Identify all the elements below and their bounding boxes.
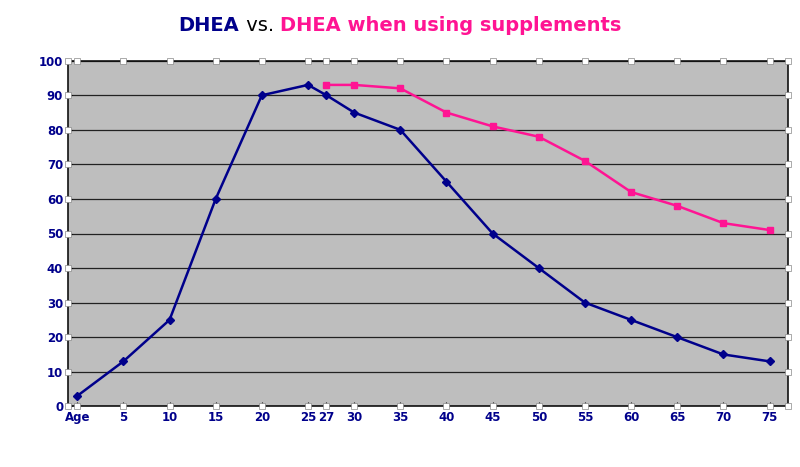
Text: DHEA: DHEA	[178, 16, 239, 35]
Text: vs.: vs.	[239, 16, 280, 35]
Text: DHEA when using supplements: DHEA when using supplements	[280, 16, 622, 35]
